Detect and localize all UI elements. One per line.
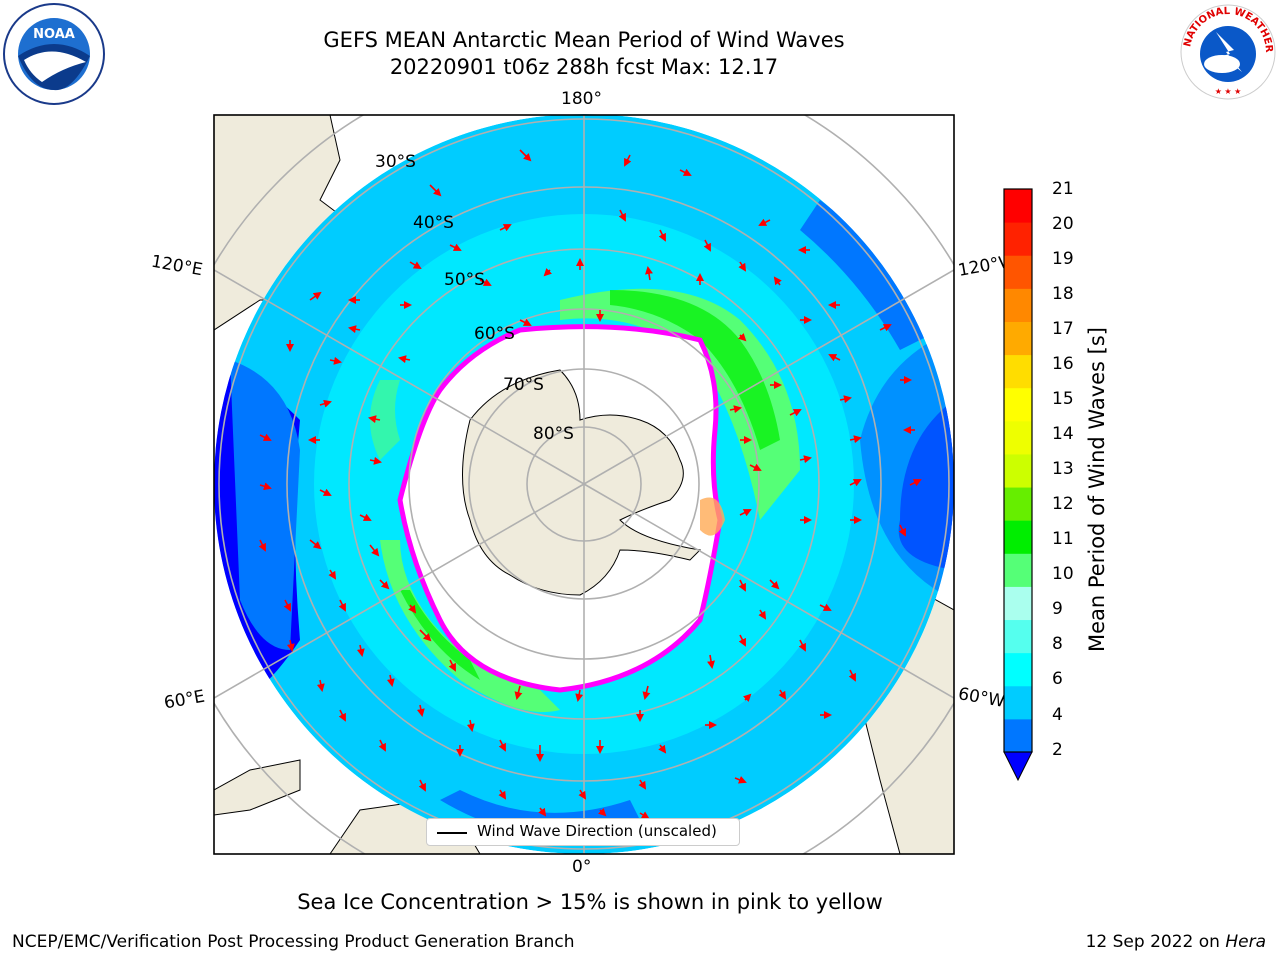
- lon-label-180: 180°: [561, 89, 602, 109]
- map-subtitle: 20220901 t06z 288h fcst Max: 12.17: [389, 55, 779, 79]
- cb-tick-2: 2: [1052, 740, 1063, 760]
- cb-tick-21: 21: [1052, 179, 1074, 199]
- colorbar-level-18: [1004, 288, 1032, 322]
- map-title: GEFS MEAN Antarctic Mean Period of Wind …: [323, 28, 845, 52]
- cb-tick-14: 14: [1052, 424, 1074, 444]
- cb-tick-6: 6: [1052, 669, 1063, 689]
- footer-host: Hera: [1225, 932, 1266, 952]
- colorbar-level-12: [1004, 487, 1032, 521]
- sea-ice-note: Sea Ice Concentration > 15% is shown in …: [297, 890, 883, 914]
- cb-tick-13: 13: [1052, 459, 1074, 479]
- cb-tick-17: 17: [1052, 319, 1074, 339]
- lat-label-80s: 80°S: [533, 424, 574, 444]
- footer-date-text: 12 Sep 2022 on: [1085, 932, 1226, 952]
- cb-tick-16: 16: [1052, 354, 1074, 374]
- legend-label: Wind Wave Direction (unscaled): [477, 822, 717, 840]
- lat-label-70s: 70°S: [503, 375, 544, 395]
- lat-label-50s: 50°S: [444, 270, 485, 290]
- svg-text:★ ★ ★: ★ ★ ★: [1215, 87, 1242, 96]
- colorbar-level-20: [1004, 222, 1032, 256]
- noaa-logo-text: NOAA: [33, 27, 75, 42]
- colorbar-level-8: [1004, 619, 1032, 654]
- colorbar-level-2: [1004, 718, 1032, 753]
- footer-date: 12 Sep 2022 on Hera: [1086, 932, 1266, 952]
- cb-tick-15: 15: [1052, 389, 1074, 409]
- colorbar-frame: [1003, 188, 1033, 753]
- colorbar-under-triangle: [1003, 751, 1033, 782]
- colorbar-level-9: [1004, 586, 1032, 621]
- africa-land: [214, 759, 301, 816]
- cb-tick-10: 10: [1052, 564, 1074, 584]
- cb-tick-8: 8: [1052, 634, 1063, 654]
- colorbar-level-10: [1004, 553, 1032, 587]
- footer-branch: NCEP/EMC/Verification Post Processing Pr…: [12, 932, 575, 952]
- graticule: [214, 115, 954, 854]
- noaa-logo: NOAA: [3, 3, 105, 105]
- colorbar-level-17: [1004, 321, 1032, 356]
- colorbar-level-4: [1004, 685, 1032, 720]
- lat-label-60s: 60°S: [474, 324, 515, 344]
- colorbar-level-6: [1004, 652, 1032, 687]
- legend-line-swatch: [437, 832, 467, 834]
- cb-tick-18: 18: [1052, 284, 1074, 304]
- lat-label-40s: 40°S: [413, 213, 454, 233]
- colorbar-level-15: [1004, 387, 1032, 422]
- colorbar: [1003, 188, 1033, 782]
- colorbar-level-13: [1004, 453, 1032, 488]
- colorbar-level-19: [1004, 255, 1032, 289]
- cb-tick-9: 9: [1052, 599, 1063, 619]
- cb-tick-19: 19: [1052, 249, 1074, 269]
- colorbar-level-11: [1004, 520, 1032, 554]
- cb-tick-11: 11: [1052, 529, 1074, 549]
- nws-logo: NATIONAL WEATHER SERVICE ★ ★ ★: [1176, 2, 1276, 100]
- colorbar-level-16: [1004, 354, 1032, 389]
- wave-direction-arrows: [258, 149, 922, 820]
- cb-tick-4: 4: [1052, 705, 1063, 725]
- lon-label-0: 0°: [572, 857, 592, 877]
- colorbar-level-14: [1004, 420, 1032, 455]
- lat-label-30s: 30°S: [375, 152, 416, 172]
- map-legend: Wind Wave Direction (unscaled): [426, 818, 740, 846]
- cb-tick-12: 12: [1052, 494, 1074, 514]
- cb-tick-20: 20: [1052, 214, 1074, 234]
- colorbar-level-21: [1004, 189, 1032, 223]
- colorbar-label: Mean Period of Wind Waves [s]: [1085, 327, 1109, 652]
